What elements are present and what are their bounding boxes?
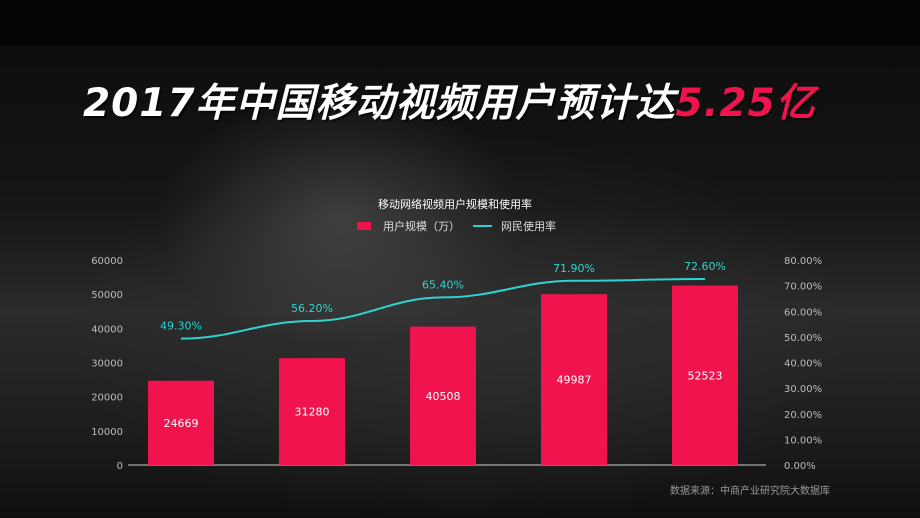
bar <box>410 326 476 465</box>
right-tick-label: 60.00% <box>784 307 822 318</box>
right-tick-label: 50.00% <box>784 333 822 344</box>
left-tick-label: 0 <box>117 461 123 472</box>
data-source-note: 数据来源：中商产业研究院大数据库 <box>670 486 830 497</box>
right-tick-label: 0.00% <box>784 461 816 472</box>
left-tick-label: 30000 <box>91 359 123 370</box>
bar-value-label: 31280 <box>295 406 330 419</box>
right-axis: 0.00% 10.00% 20.00% 30.00% 40.00% 50.00% 60.00… <box>784 256 822 472</box>
bar-series <box>148 285 738 465</box>
left-tick-label: 60000 <box>91 256 123 267</box>
title-main: 2017年中国移动视频用户预计达 <box>83 81 676 126</box>
line-series <box>180 277 706 340</box>
line-value-label: 72.60% <box>684 260 726 273</box>
right-tick-label: 70.00% <box>784 282 822 293</box>
line-value-label: 56.20% <box>291 302 333 315</box>
legend-bar-swatch <box>357 222 371 230</box>
right-tick-label: 40.00% <box>784 359 822 370</box>
left-axis: 0 10000 20000 30000 40000 50000 60000 <box>91 256 123 472</box>
left-tick-label: 40000 <box>91 324 123 335</box>
bar <box>541 294 607 465</box>
right-tick-label: 30.00% <box>784 384 822 395</box>
bar <box>148 380 214 465</box>
bar-value-label: 52523 <box>688 369 723 382</box>
left-tick-label: 10000 <box>91 427 123 438</box>
bar-value-label: 40508 <box>426 390 461 403</box>
left-tick-label: 20000 <box>91 393 123 404</box>
right-tick-label: 20.00% <box>784 410 822 421</box>
title-highlight: 5.25亿 <box>675 81 816 126</box>
right-tick-label: 80.00% <box>784 256 822 267</box>
line-value-label: 71.90% <box>553 262 595 275</box>
slide-title: 2017年中国移动视频用户预计达5.25亿 <box>83 72 816 128</box>
bar <box>672 285 738 465</box>
right-tick-label: 10.00% <box>784 435 822 446</box>
line-data-labels: 49.30% 56.20% 65.40% 71.90% 72.60% <box>160 260 726 333</box>
usage-rate-line <box>180 277 706 340</box>
bar-data-labels: 24669 31280 40508 49987 52523 <box>164 369 723 430</box>
left-tick-label: 50000 <box>91 290 123 301</box>
line-value-label: 49.30% <box>160 320 202 333</box>
bar-value-label: 49987 <box>557 374 592 387</box>
legend-line-label: 网民使用率 <box>501 219 556 233</box>
bar-value-label: 24669 <box>164 417 199 430</box>
legend-bar-label: 用户规模（万） <box>383 219 460 233</box>
line-value-label: 65.40% <box>422 278 464 291</box>
chart-title: 移动网络视频用户规模和使用率 <box>378 197 532 211</box>
bar <box>279 358 345 465</box>
